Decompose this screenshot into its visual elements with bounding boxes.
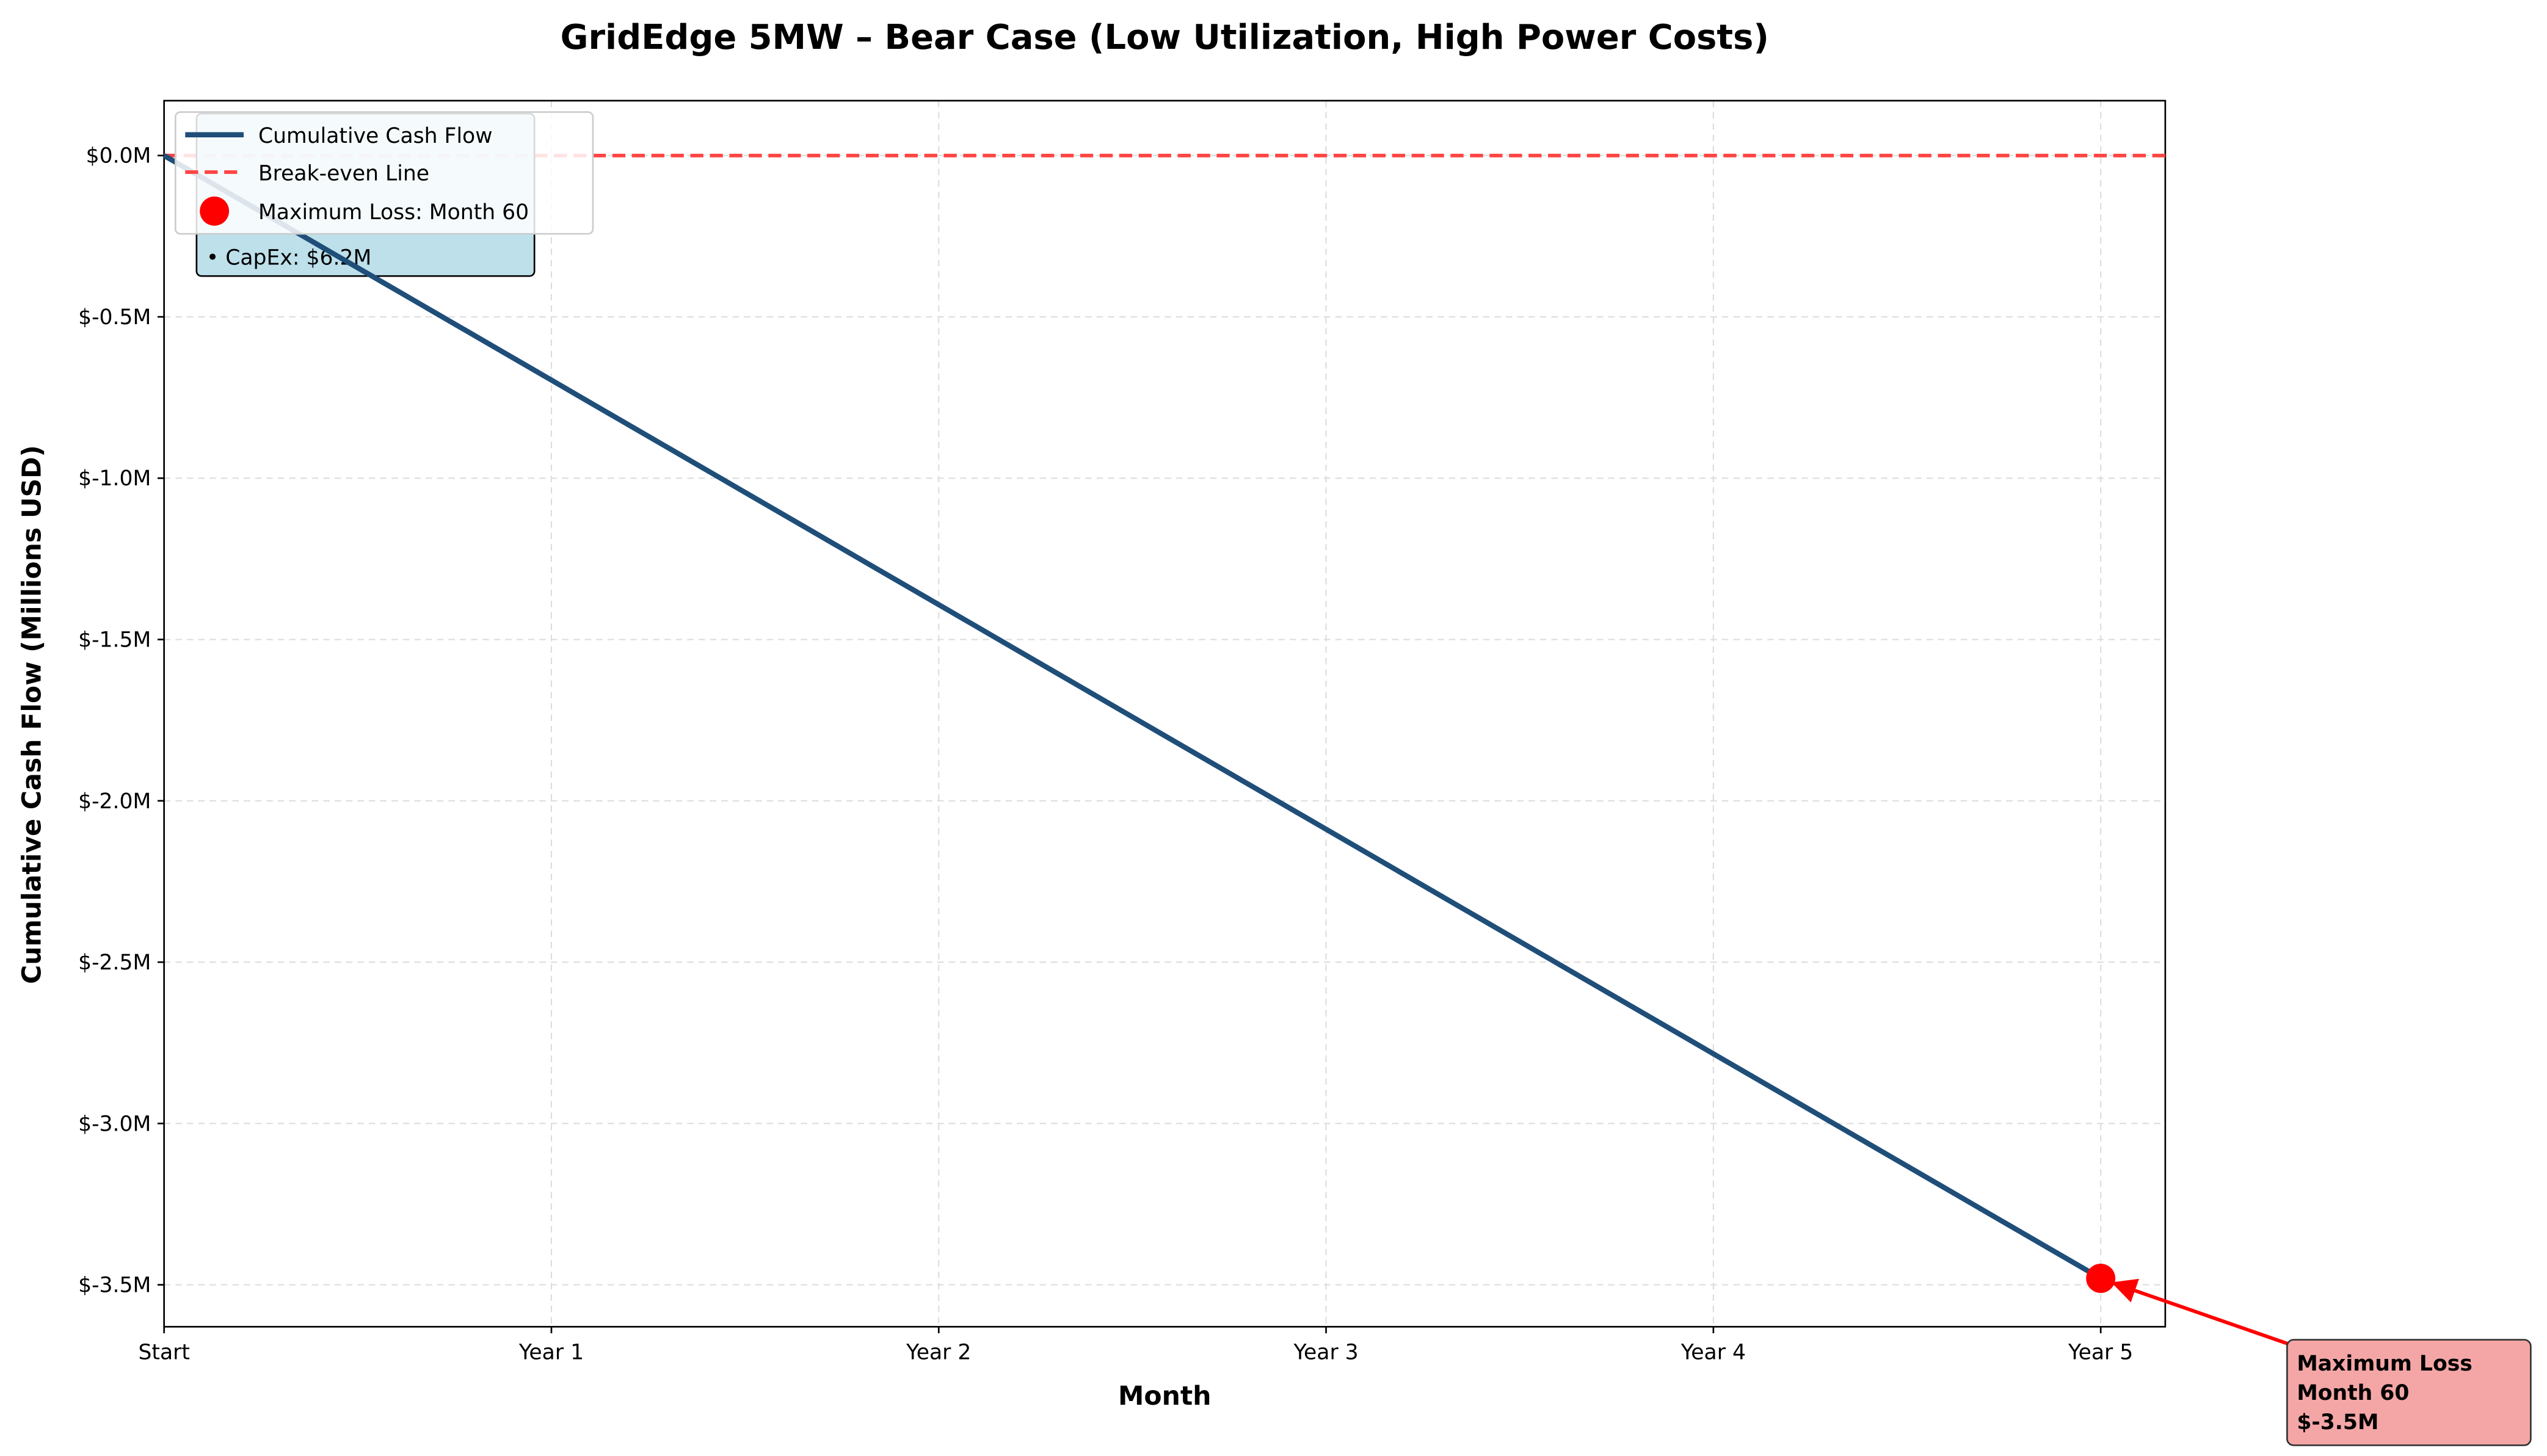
x-axis-label: Month — [1118, 1381, 1212, 1411]
y-tick-label: $-2.5M — [78, 951, 151, 975]
max-loss-marker — [2086, 1264, 2116, 1293]
chart-title: GridEdge 5MW – Bear Case (Low Utilizatio… — [561, 18, 1769, 57]
line-series — [162, 153, 2102, 1281]
annotation-arrow — [2111, 1278, 2291, 1347]
y-tick-label: $-1.5M — [78, 628, 151, 653]
x-tick-label: Year 1 — [518, 1340, 584, 1364]
legend-box — [174, 111, 594, 235]
y-tick-label: $-0.5M — [78, 305, 151, 330]
y-tick-label: $-1.0M — [78, 466, 151, 491]
y-tick-label: $-3.5M — [78, 1273, 151, 1298]
annotation-text: Maximum Loss — [2297, 1352, 2473, 1376]
y-axis-label: Cumulative Cash Flow (Millions USD) — [17, 445, 48, 984]
info-text: • CapEx: $6.2M — [206, 246, 371, 270]
x-tick-label: Year 3 — [1293, 1340, 1358, 1364]
x-tick-label: Year 2 — [906, 1340, 971, 1364]
annotation-text: Month 60 — [2297, 1381, 2409, 1405]
legend-swatch — [200, 196, 230, 226]
annotation-box — [2286, 1339, 2532, 1446]
legend-label: Cumulative Cash Flow — [258, 124, 493, 148]
x-tick-label: Year 4 — [1680, 1340, 1746, 1364]
legend-label: Break-even Line — [258, 161, 429, 186]
plot-frame — [163, 100, 2167, 1328]
y-tick-label: $-2.0M — [78, 789, 151, 814]
y-tick-label: $0.0M — [86, 144, 151, 168]
y-tick-label: $-3.0M — [78, 1112, 151, 1136]
annotation-text: $-3.5M — [2297, 1410, 2378, 1435]
legend-label: Maximum Loss: Month 60 — [258, 200, 529, 225]
x-tick-label: Year 5 — [2068, 1340, 2133, 1364]
x-tick-label: Start — [138, 1340, 189, 1364]
